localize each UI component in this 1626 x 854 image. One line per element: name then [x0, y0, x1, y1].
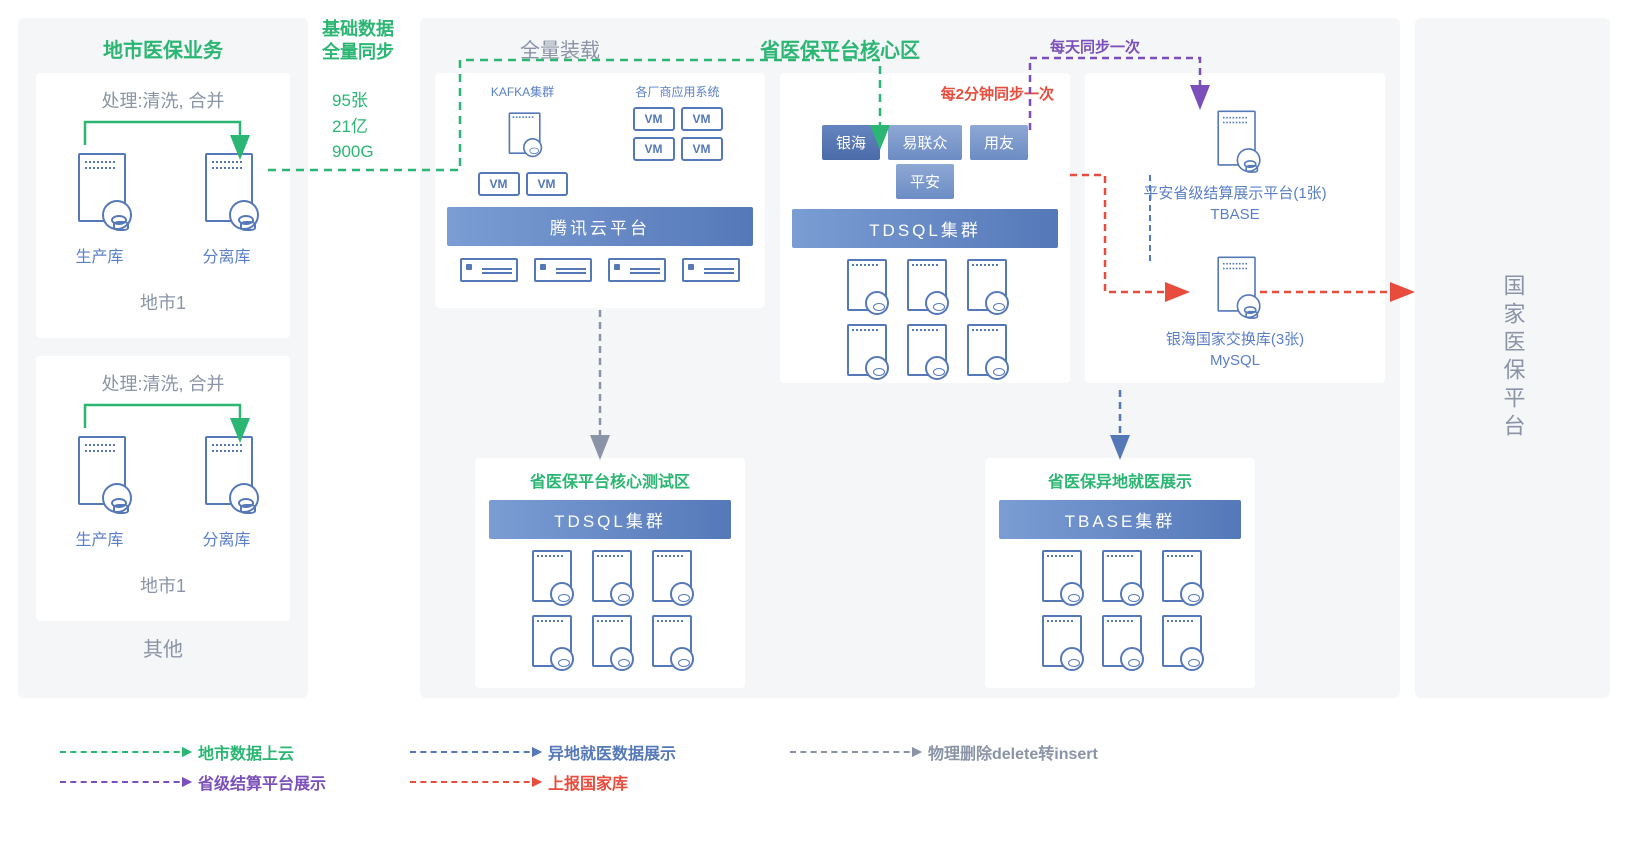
server-icon — [903, 259, 947, 313]
server-icon — [1098, 550, 1142, 604]
city-zone: 地市医保业务 处理:清洗, 合并 生产库 分离库 地市1 处理:清洗, 合并 生… — [18, 18, 308, 698]
server-icon — [1158, 550, 1202, 604]
server-icon — [843, 324, 887, 378]
server-icon — [648, 615, 692, 669]
national-zone: 国家医保平台 — [1415, 18, 1610, 698]
process-label-2: 处理:清洗, 合并 — [36, 370, 290, 396]
test-title: 省医保平台核心测试区 — [475, 468, 745, 492]
city-other-box: 处理:清洗, 合并 生产库 分离库 地市1 — [36, 356, 290, 621]
apps-label: 各厂商应用系统 — [608, 83, 748, 100]
other-label: 其他 — [18, 633, 308, 662]
server-icon — [588, 550, 632, 604]
server-icon — [588, 615, 632, 669]
server-icon — [903, 324, 947, 378]
core-title: 省医保平台核心区 — [760, 34, 920, 63]
server-icon — [528, 615, 572, 669]
remote-banner: TBASE集群 — [999, 500, 1241, 539]
server-icon — [963, 324, 1007, 378]
sep-db-label-2: 分离库 — [197, 526, 257, 550]
server-icon — [648, 550, 692, 604]
sync-s3: 900G — [332, 139, 374, 165]
server-icon — [963, 259, 1007, 313]
prod-db-icon-2 — [70, 436, 130, 511]
tag-yilianzhong: 易联众 — [888, 125, 961, 160]
tag-yinhai: 银海 — [822, 125, 880, 160]
daily-label: 每天同步一次 — [1050, 36, 1140, 57]
vm: VM — [633, 107, 675, 131]
kafka-icon — [505, 112, 540, 155]
legend-2: 异地就医数据展示 — [410, 740, 676, 764]
vm: VM — [681, 137, 723, 161]
server-icon — [528, 550, 572, 604]
core-zone: 全量装载 省医保平台核心区 每天同步一次 KAFKA集群 VMVM 各厂商应用系… — [420, 18, 1400, 698]
yinhai-label: 银海国家交换库(3张) MySQL — [1085, 329, 1385, 371]
city-title: 地市医保业务 — [18, 34, 308, 63]
tag-yongyou: 用友 — [970, 125, 1028, 160]
sync-s2: 21亿 — [332, 114, 374, 140]
kafka-label: KAFKA集群 — [453, 83, 593, 100]
pingan-box: 平安省级结算展示平台(1张) TBASE 银海国家交换库(3张) MySQL — [1085, 73, 1385, 383]
city1-label: 地市1 — [36, 289, 290, 315]
prod-db-label-2: 生产库 — [70, 526, 130, 550]
pingan-label: 平安省级结算展示平台(1张) TBASE — [1085, 183, 1385, 225]
sep-db-label: 分离库 — [197, 243, 257, 267]
remote-box: 省医保异地就医展示 TBASE集群 — [985, 458, 1255, 688]
city1-box: 处理:清洗, 合并 生产库 分离库 地市1 — [36, 73, 290, 338]
pingan-db-icon — [1211, 111, 1259, 171]
vm: VM — [526, 172, 568, 196]
national-label: 国家医保平台 — [1497, 274, 1529, 442]
rack-icon — [608, 258, 666, 282]
sync-heading: 基础数据 全量同步 — [322, 18, 394, 65]
prod-db-label: 生产库 — [70, 243, 130, 267]
server-icon — [1158, 615, 1202, 669]
server-icon — [1038, 550, 1082, 604]
yinhai-db-icon — [1211, 257, 1259, 317]
sep-db-icon — [197, 153, 257, 228]
vm: VM — [681, 107, 723, 131]
sync-s1: 95张 — [332, 88, 374, 114]
rack-icon — [682, 258, 740, 282]
server-icon — [1038, 615, 1082, 669]
prod-db-icon — [70, 153, 130, 228]
load-label: 全量装载 — [520, 34, 600, 63]
city-other-label: 地市1 — [36, 572, 290, 598]
rack-icon — [534, 258, 592, 282]
tdsql-banner: TDSQL集群 — [792, 209, 1058, 248]
test-banner: TDSQL集群 — [489, 500, 731, 539]
tencent-box: KAFKA集群 VMVM 各厂商应用系统 VMVM VMVM 腾讯云平台 — [435, 73, 765, 308]
tag-pingan: 平安 — [896, 164, 954, 199]
legend-1: 地市数据上云 — [60, 740, 294, 764]
rack-icon — [460, 258, 518, 282]
remote-title: 省医保异地就医展示 — [985, 468, 1255, 492]
vm: VM — [478, 172, 520, 196]
legend-5: 上报国家库 — [410, 770, 628, 794]
test-box: 省医保平台核心测试区 TDSQL集群 — [475, 458, 745, 688]
tencent-banner: 腾讯云平台 — [447, 207, 753, 246]
vm: VM — [633, 137, 675, 161]
legend-3: 物理删除delete转insert — [790, 740, 1098, 764]
sync2-label: 每2分钟同步一次 — [941, 83, 1054, 104]
sep-db-icon-2 — [197, 436, 257, 511]
process-label: 处理:清洗, 合并 — [36, 87, 290, 113]
server-icon — [843, 259, 887, 313]
tdsql-box: 每2分钟同步一次 银海 易联众 用友 平安 TDSQL集群 — [780, 73, 1070, 383]
legend-4: 省级结算平台展示 — [60, 770, 326, 794]
server-icon — [1098, 615, 1142, 669]
